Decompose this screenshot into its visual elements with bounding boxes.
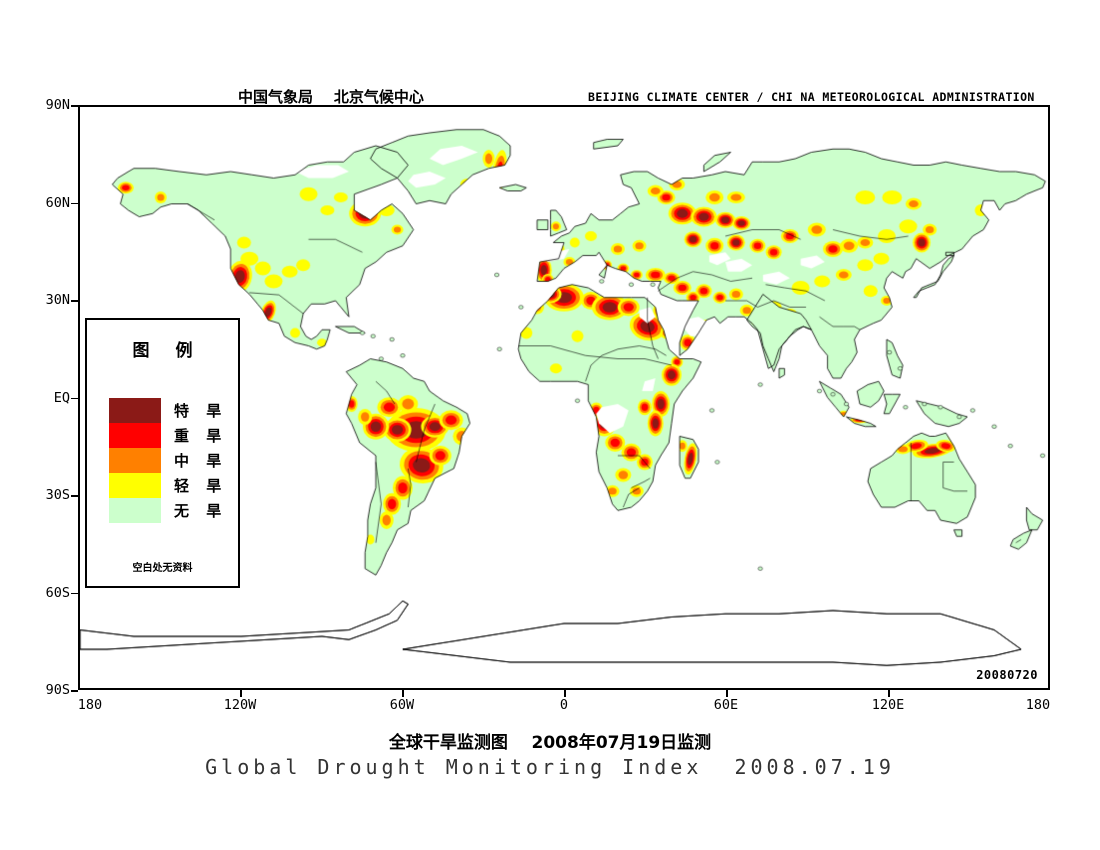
latitude-tick-mark (71, 105, 78, 107)
legend-item: 轻 旱 (109, 473, 229, 498)
legend-note: 空白处无资料 (132, 563, 193, 574)
map-title-english: Global Drought Monitoring Index 2008.07.… (205, 755, 895, 779)
legend-box: 图 例 特 旱重 旱中 旱轻 旱无 旱 空白处无资料 (85, 318, 240, 588)
legend-item-label: 特 旱 (174, 402, 228, 420)
latitude-tick-label: 60S (45, 584, 70, 601)
latitude-tick-mark (71, 397, 78, 399)
longitude-tick-mark (888, 690, 890, 697)
longitude-tick-mark (564, 690, 566, 697)
legend-item-label: 重 旱 (174, 427, 228, 445)
world-map-frame[interactable]: 20080720 (78, 105, 1050, 690)
map-title-chinese: 全球干旱监测图 2008年07月19日监测 (388, 733, 712, 753)
latitude-tick-mark (71, 495, 78, 497)
longitude-tick-label: 120W (223, 697, 257, 713)
legend-item-label: 轻 旱 (174, 477, 228, 495)
legend-color-swatch (109, 423, 161, 448)
latitude-tick-label: 90N (45, 97, 70, 113)
longitude-tick-label: 180 (1025, 697, 1051, 713)
latitude-tick-label: 60N (45, 194, 70, 211)
legend-color-swatch (109, 398, 161, 423)
agency-header-english: BEIJING CLIMATE CENTER / CHI NA METEOROL… (588, 90, 1035, 104)
longitude-tick-label: 60W (389, 697, 415, 713)
legend-item: 中 旱 (109, 448, 229, 473)
longitude-tick-label: 180 (77, 697, 103, 713)
longitude-tick-label: 0 (559, 697, 569, 713)
latitude-tick-mark (71, 202, 78, 204)
legend-item: 无 旱 (109, 498, 229, 523)
latitude-tick-mark (71, 690, 78, 692)
longitude-tick-mark (240, 690, 242, 697)
latitude-tick-mark (71, 300, 78, 302)
legend-title: 图 例 (132, 341, 203, 361)
legend-item-label: 无 旱 (174, 502, 228, 520)
legend-item: 特 旱 (109, 398, 229, 423)
legend-color-swatch (109, 498, 161, 523)
legend-color-swatch (109, 473, 161, 498)
latitude-tick-label: 30N (45, 292, 70, 308)
longitude-tick-label: 60E (713, 697, 739, 713)
longitude-tick-mark (726, 690, 728, 697)
drought-index-map[interactable] (80, 107, 1048, 688)
agency-header-chinese: 中国气象局 北京气候中心 (238, 88, 424, 106)
legend-items: 特 旱重 旱中 旱轻 旱无 旱 (109, 398, 229, 523)
latitude-tick-label: 30S (45, 487, 70, 503)
legend-color-swatch (109, 448, 161, 473)
legend-item-label: 中 旱 (174, 452, 228, 470)
latitude-tick-label: EQ (53, 389, 70, 406)
legend-item: 重 旱 (109, 423, 229, 448)
longitude-tick-label: 120E (871, 697, 905, 713)
longitude-tick-mark (402, 690, 404, 697)
latitude-tick-label: 90S (45, 682, 70, 698)
latitude-tick-mark (71, 592, 78, 594)
map-datestamp: 20080720 (976, 668, 1038, 682)
